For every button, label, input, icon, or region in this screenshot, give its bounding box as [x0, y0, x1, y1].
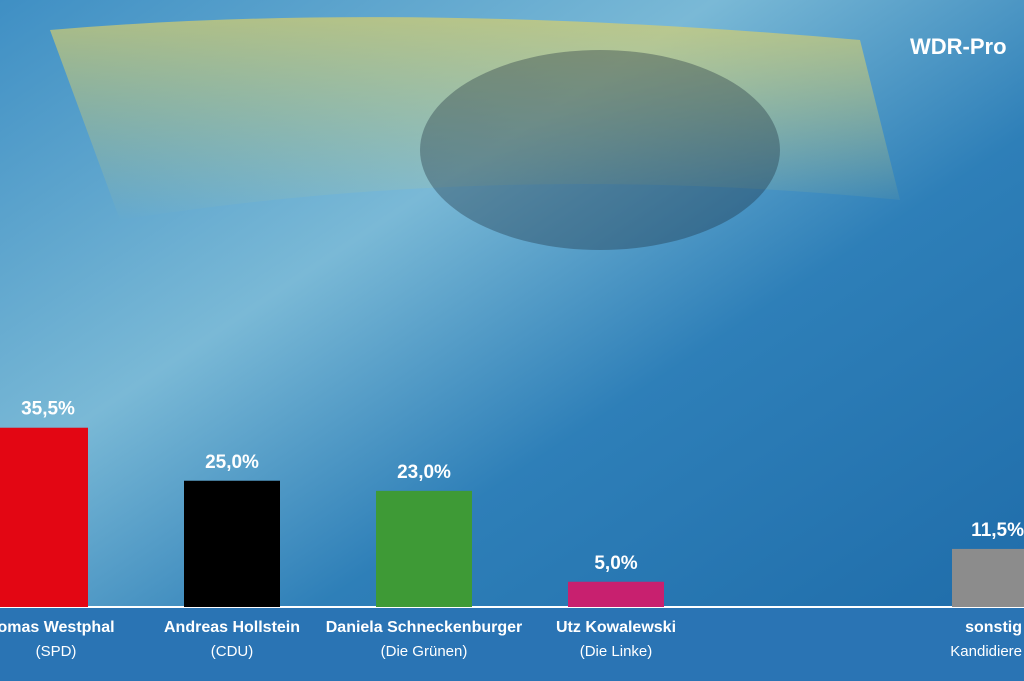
bar [568, 581, 664, 607]
candidate-name: Utz Kowalewski [556, 619, 676, 636]
party-name: (SPD) [36, 643, 77, 660]
party-name: (CDU) [211, 643, 254, 660]
value-label: 25,0% [205, 452, 259, 473]
party-name: Kandidiere [950, 643, 1022, 660]
chart-title: WDR-Pro [910, 34, 1007, 59]
value-label: 23,0% [397, 462, 451, 483]
candidate-name: Andreas Hollstein [164, 619, 300, 636]
bar [376, 490, 472, 607]
candidate-name: Daniela Schneckenburger [326, 619, 523, 636]
value-label: 35,5% [21, 399, 75, 420]
candidate-name: omas Westphal [0, 619, 115, 636]
eagle-shape [420, 50, 780, 250]
value-label: 5,0% [594, 553, 637, 574]
party-name: (Die Linke) [580, 643, 653, 660]
bar [952, 548, 1024, 607]
bar [0, 427, 88, 607]
footer-band [0, 607, 1024, 681]
candidate-name: sonstig [965, 619, 1022, 636]
flag-shape [50, 17, 900, 221]
party-name: (Die Grünen) [381, 643, 468, 660]
bar [184, 480, 280, 607]
value-label: 11,5% [971, 520, 1024, 541]
